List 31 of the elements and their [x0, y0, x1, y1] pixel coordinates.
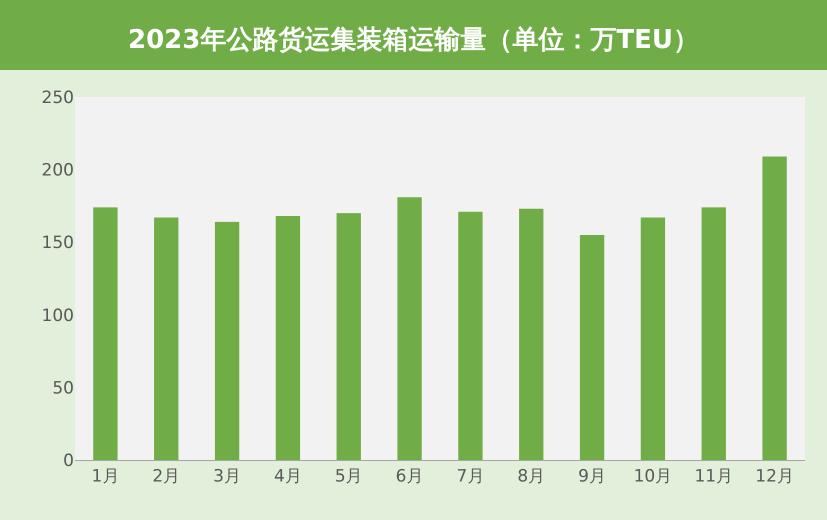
- bar: [93, 207, 118, 460]
- x-tick-label: 4月: [274, 466, 302, 486]
- y-tick-label: 100: [42, 306, 74, 326]
- y-tick-label: 200: [42, 160, 74, 181]
- x-tick-label: 3月: [213, 466, 241, 486]
- x-tick-label: 7月: [456, 466, 484, 486]
- bar: [397, 197, 422, 460]
- x-tick-label: 5月: [334, 466, 363, 486]
- y-tick-label: 0: [63, 450, 74, 471]
- x-tick-label: 9月: [578, 466, 606, 486]
- bar: [154, 218, 178, 460]
- y-tick-label: 250: [42, 88, 74, 108]
- chart-title: 2023年公路货运集装箱运输量（单位：万TEU）: [128, 25, 699, 56]
- x-tick-label: 8月: [517, 466, 546, 486]
- bar: [519, 208, 544, 460]
- bar: [214, 222, 240, 460]
- bar: [458, 212, 483, 460]
- y-tick-label: 50: [52, 378, 74, 398]
- x-tick-label: 1月: [92, 466, 120, 486]
- y-tick-label: 150: [42, 233, 74, 254]
- bar: [336, 213, 361, 460]
- bar: [580, 234, 604, 460]
- x-tick-label: 2月: [152, 466, 180, 486]
- x-tick-label: 11月: [694, 466, 734, 486]
- x-tick-label: 12月: [755, 466, 794, 486]
- bar: [276, 216, 300, 460]
- bar: [640, 218, 666, 460]
- bar: [702, 207, 726, 460]
- x-tick-label: 10月: [634, 466, 672, 486]
- x-tick-label: 6月: [396, 466, 424, 486]
- bar: [762, 156, 787, 460]
